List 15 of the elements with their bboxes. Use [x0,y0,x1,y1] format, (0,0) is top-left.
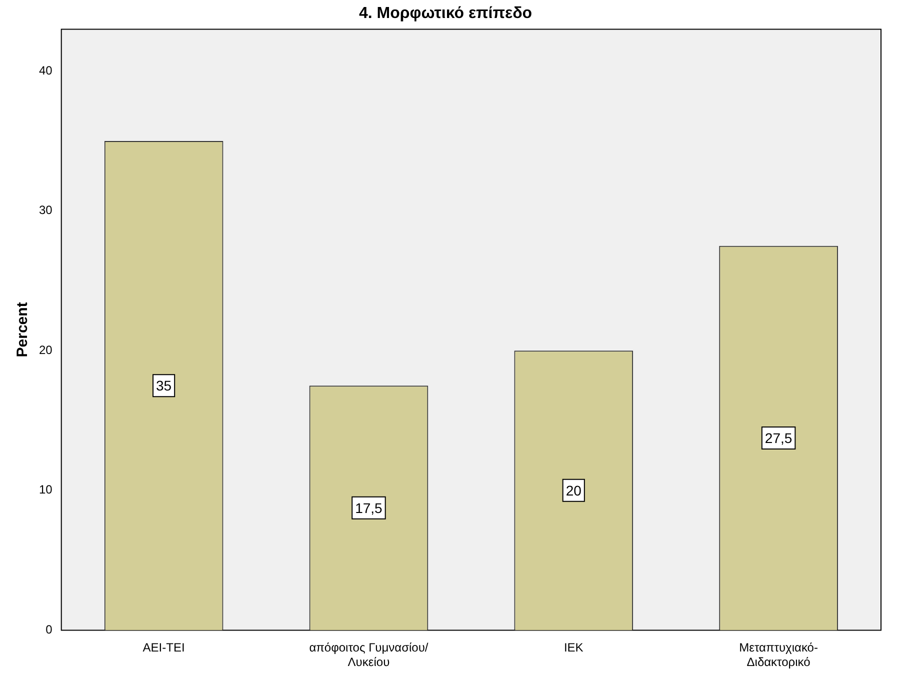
y-tick-label: 10 [38,482,53,497]
data-label: 20 [566,482,582,498]
data-label: 17,5 [355,500,383,516]
x-tick-label: AEI-TEI [142,640,185,655]
x-tick-label: απόφοιτος Γυμνασίου/ Λυκείου [309,640,429,670]
x-tick-label: IEK [564,640,584,655]
x-tick-label: Μεταπτυχιακό- Διδακτορικό [739,640,818,670]
data-label: 35 [156,377,172,394]
y-tick-label: 0 [46,622,53,637]
y-tick-label: 20 [38,342,53,357]
y-tick-label: 30 [38,203,53,218]
y-tick-label: 40 [38,63,53,78]
chart-title: 4. Μορφωτικό επίπεδο [358,5,532,22]
data-label: 27,5 [764,430,792,446]
y-axis-title: Percent [14,302,32,358]
